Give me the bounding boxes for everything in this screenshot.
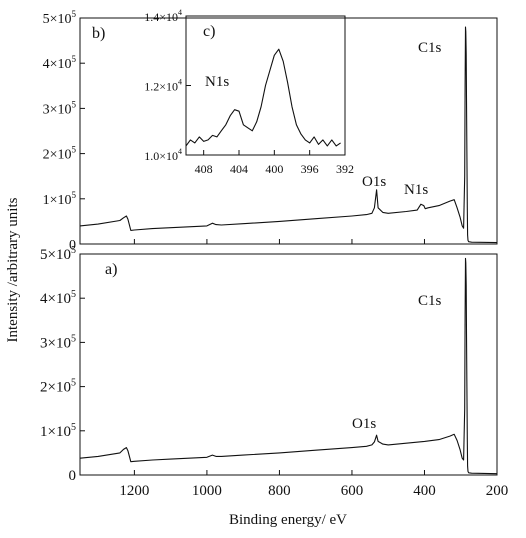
y-tick-label: 2×105 [43,145,77,163]
y-tick-label: 1.2×104 [144,78,182,94]
y-tick-label: 1.0×104 [144,147,182,163]
y-tick-label-exponent: 5 [71,422,76,433]
x-tick-label: 408 [195,162,213,176]
y-tick-label-exponent: 5 [71,289,76,300]
y-tick-label-mantissa: 1.0×10 [144,149,178,163]
y-tick-label: 2×105 [40,378,76,396]
x-tick-label: 200 [486,483,509,499]
x-tick-label: 800 [268,483,291,499]
y-tick-label-mantissa: 3×10 [40,335,71,351]
panel-a-annotation-c1s: C1s [418,293,442,309]
y-tick-label: 0 [69,468,77,484]
y-tick-label-exponent: 4 [178,147,182,156]
y-axis-label: Intensity /arbitrary units [5,197,21,342]
y-tick-label: 1.4×104 [144,8,182,24]
panel-c-label: c) [203,23,215,40]
y-tick-label-mantissa: 2×10 [40,380,71,396]
panel-a-ticks: 1200 1000 800 600 400 20001×1052×1053×1054×10… [40,245,508,499]
y-tick-label-mantissa: 0 [69,238,76,253]
panel-a-label: a) [105,261,117,278]
y-tick-label-exponent: 5 [71,378,76,389]
y-tick-label-exponent: 5 [71,333,76,344]
panel-b-annotation-c1s: C1s [418,40,442,56]
y-tick-label-exponent: 5 [72,99,77,109]
y-tick-label-mantissa: 1.2×10 [144,80,178,94]
y-tick-label-exponent: 5 [72,9,77,19]
y-tick-label: 4×105 [43,54,77,72]
panel-b-annotation-o1s: O1s [362,174,386,190]
y-tick-label: 3×105 [43,99,77,117]
y-tick-label-mantissa: 2×10 [43,148,72,163]
panel-b-annotation-n1s: N1s [404,182,428,198]
panel-a-annotation-o1s: O1s [352,416,376,432]
y-tick-label-mantissa: 1.4×10 [144,10,178,24]
x-axis-label: Binding energy/ eV [229,512,347,528]
y-tick-label: 4×105 [40,289,76,307]
panel-b-label: b) [92,25,105,42]
y-tick-label-mantissa: 1×10 [40,424,71,440]
y-tick-label-mantissa: 1×10 [43,193,72,208]
y-tick-label: 1×105 [43,190,77,208]
panel-a-frame [79,253,498,476]
x-tick-label: 600 [341,483,364,499]
y-tick-label-exponent: 5 [72,54,77,64]
y-tick-label-exponent: 5 [72,145,77,155]
panel-b-series-line [79,26,498,244]
y-tick-label: 3×105 [40,333,76,351]
x-tick-label: 392 [336,162,354,176]
panel-a-series-line [79,257,498,475]
y-tick-label-mantissa: 3×10 [43,102,72,117]
x-tick-label: 1200 [119,483,149,499]
x-tick-label: 404 [230,162,248,176]
y-tick-label-exponent: 5 [72,190,77,200]
y-tick-label-mantissa: 0 [69,468,77,484]
x-tick-label: 1000 [192,483,222,499]
panel-c-series-line [185,48,341,147]
y-tick-label-exponent: 5 [71,245,76,256]
y-tick-label-exponent: 4 [178,8,182,17]
y-tick-label: 0 [69,238,76,253]
y-tick-label-mantissa: 4×10 [43,57,72,72]
y-tick-label: 1×105 [40,422,76,440]
panel-c-annotation-n1s: N1s [205,74,229,90]
x-tick-label: 400 [413,483,436,499]
x-tick-label: 396 [301,162,319,176]
panel-b-frame [79,17,498,245]
y-tick-label-mantissa: 5×10 [40,247,71,263]
y-tick-label: 5×105 [43,9,77,27]
y-tick-label-mantissa: 5×10 [43,12,72,27]
y-tick-label-exponent: 4 [178,78,182,87]
x-tick-label: 400 [265,162,283,176]
y-tick-label-mantissa: 4×10 [40,291,71,307]
y-tick-label: 5×105 [40,245,76,263]
panel-a: 1200 1000 800 600 400 20001×1052×1053×1054×10… [40,245,508,499]
panel-c-frame [185,15,346,156]
